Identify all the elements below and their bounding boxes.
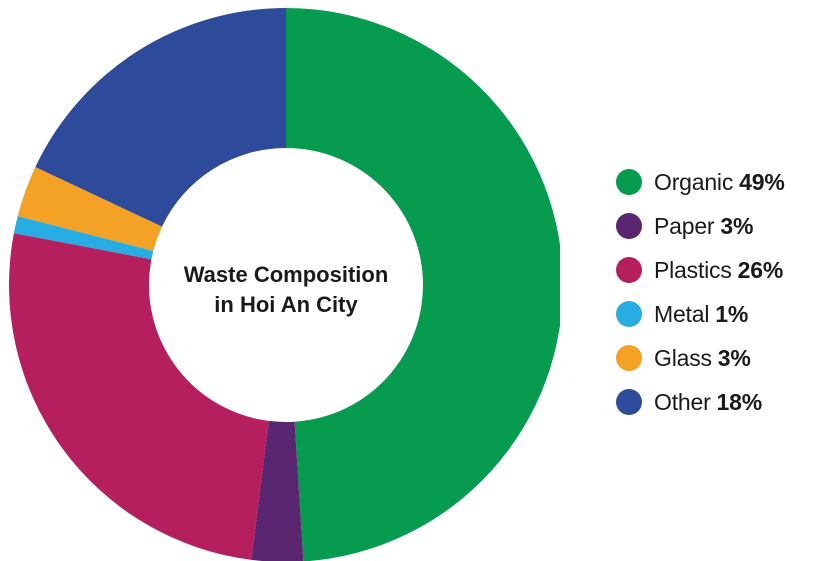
legend-value-metal: 1% (715, 300, 749, 327)
legend-item-organic: Organic 49% (616, 160, 816, 204)
legend-value-organic: 49% (739, 168, 785, 195)
legend-value-glass: 3% (717, 344, 751, 371)
legend-label-metal: Metal (654, 300, 710, 327)
legend-value-paper: 3% (720, 212, 754, 239)
donut-slice-organic (286, 8, 560, 561)
legend-label-paper: Paper (654, 212, 715, 239)
chart-title-line-2: in Hoi An City (214, 292, 358, 317)
legend-label-other: Other (654, 388, 711, 415)
legend-swatch-glass (616, 345, 642, 371)
legend-label-glass: Glass (654, 344, 712, 371)
donut-slices (9, 8, 560, 561)
chart-legend: Organic 49% Paper 3% Plastics 26% Metal 1% G… (616, 160, 816, 424)
donut-chart: Waste Composition in Hoi An City (9, 8, 560, 561)
legend-label-organic: Organic (654, 168, 734, 195)
legend-item-plastics: Plastics 26% (616, 248, 816, 292)
legend-swatch-plastics (616, 257, 642, 283)
legend-value-plastics: 26% (737, 256, 784, 283)
legend-item-other: Other 18% (616, 380, 816, 424)
legend-value-other: 18% (716, 388, 763, 415)
legend-swatch-metal (616, 301, 642, 327)
donut-slice-plastics (9, 233, 269, 560)
legend-swatch-other (616, 389, 642, 415)
legend-item-metal: Metal 1% (616, 292, 816, 336)
legend-swatch-organic (616, 169, 642, 195)
donut-slice-glass (17, 167, 163, 251)
legend-item-paper: Paper 3% (616, 204, 816, 248)
legend-label-plastics: Plastics (654, 256, 732, 283)
legend-swatch-paper (616, 213, 642, 239)
chart-title-line-1: Waste Composition (184, 262, 389, 287)
donut-slice-paper (251, 420, 304, 561)
donut-slice-other (35, 8, 286, 227)
donut-slice-metal (13, 216, 154, 260)
legend-item-glass: Glass 3% (616, 336, 816, 380)
